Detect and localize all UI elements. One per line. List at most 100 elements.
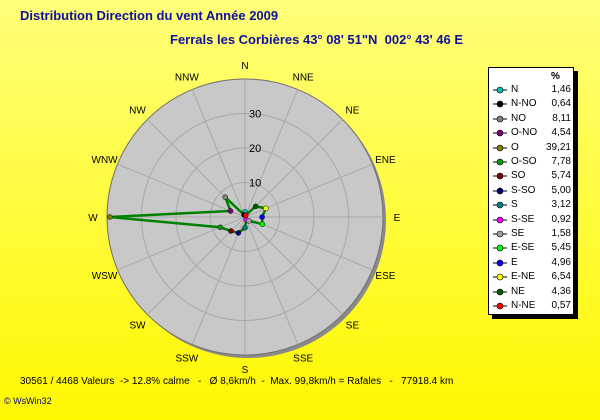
- credit-label: © WsWin32: [4, 396, 52, 406]
- point-s-so: [235, 230, 242, 236]
- legend-item-so: SO 5,74: [493, 170, 571, 183]
- dir-label-e: E: [394, 213, 401, 224]
- point-e: [259, 214, 265, 220]
- ring-20: [175, 147, 315, 287]
- legend-label: O-NO: [511, 127, 538, 139]
- legend-item-n: N 1,46: [493, 84, 571, 97]
- legend-marker: [493, 242, 507, 254]
- dir-label-sw: SW: [129, 320, 146, 331]
- dir-label-ese: ESE: [375, 271, 395, 282]
- point-so: [228, 228, 234, 234]
- legend-value: 4,36: [551, 285, 571, 297]
- legend-value: 0,57: [551, 300, 571, 311]
- legend-value: 7,78: [551, 156, 571, 167]
- legend-marker: [493, 271, 507, 283]
- legend-item-s-se: S-SE 0,92: [493, 214, 571, 227]
- point-e-se: [259, 221, 266, 227]
- legend-item-e-ne: E-NE 6,54: [493, 271, 571, 284]
- legend-marker: [493, 84, 507, 96]
- dir-label-ene: ENE: [375, 155, 396, 166]
- legend-marker: [493, 98, 507, 110]
- legend-label: O: [511, 141, 519, 153]
- dir-label-nne: NNE: [293, 73, 314, 84]
- point-s: [242, 225, 248, 231]
- point-o-no: [227, 208, 234, 214]
- dir-label-wsw: WSW: [92, 271, 118, 282]
- legend: % N 1,46 N-NO 0,64 NO 8,11 O-NO 4,54 O 39,21 O-SO 7…: [488, 67, 574, 315]
- legend-item-se: SE 1,58: [493, 228, 571, 241]
- dir-label-ssw: SSW: [175, 353, 198, 364]
- ring-label-30: 30: [249, 109, 261, 121]
- legend-label: E-NE: [511, 271, 535, 283]
- chart-subtitle: Ferrals les Corbières 43° 08' 51"N 002° …: [170, 32, 464, 47]
- point-ne: [252, 203, 259, 210]
- point-o-so: [217, 224, 223, 231]
- legend-marker: [493, 127, 507, 139]
- legend-label: S-SO: [511, 184, 536, 196]
- legend-value: 39,21: [545, 141, 571, 153]
- legend-value: 4,96: [551, 256, 571, 268]
- point-n-ne: [243, 212, 249, 218]
- dir-label-n: N: [241, 61, 248, 72]
- legend-value: 6,54: [551, 271, 571, 283]
- legend-marker: [493, 142, 507, 154]
- legend-value: 3,12: [551, 199, 571, 211]
- legend-marker: [493, 257, 507, 269]
- ring-label-10: 10: [249, 178, 261, 190]
- point-e-ne: [263, 205, 269, 212]
- legend-item-e: E 4,96: [493, 257, 571, 270]
- legend-value: 0,64: [551, 98, 571, 110]
- legend-item-o: O 39,21: [493, 142, 571, 155]
- legend-marker: [493, 214, 507, 226]
- footer-stats: 30561 / 4468 Valeurs -> 12.8% calme - Ø …: [20, 376, 454, 387]
- dir-label-ne: NE: [346, 106, 360, 117]
- dir-label-nnw: NNW: [175, 73, 199, 84]
- legend-value: 1,46: [551, 84, 571, 95]
- legend-marker: [493, 185, 507, 197]
- legend-item-o-so: O-SO 7,78: [493, 156, 571, 169]
- legend-label: N-NE: [511, 300, 536, 311]
- legend-value: 5,00: [551, 184, 571, 196]
- ring-30: [141, 113, 349, 321]
- legend-label: S: [511, 199, 518, 211]
- legend-item-n-no: N-NO 0,64: [493, 98, 571, 111]
- legend-label: E-SE: [511, 242, 535, 254]
- legend-marker: [493, 113, 507, 125]
- chart-title: Distribution Direction du vent Année 200…: [20, 8, 279, 23]
- ring-label-20: 20: [249, 143, 261, 155]
- dir-label-sse: SSE: [293, 353, 313, 364]
- legend-item-no: NO 8,11: [493, 113, 571, 126]
- point-se: [246, 218, 252, 224]
- legend-label: S-SE: [511, 213, 535, 225]
- point-no: [222, 194, 228, 200]
- legend-label: SO: [511, 170, 526, 182]
- dir-label-wnw: WNW: [92, 155, 119, 166]
- legend-item-n-ne: N-NE 0,57: [493, 300, 571, 313]
- legend-item-s-so: S-SO 5,00: [493, 185, 571, 198]
- legend-label: N-NO: [511, 98, 537, 110]
- legend-marker: [493, 199, 507, 211]
- legend-label: SE: [511, 228, 525, 239]
- dir-label-w: W: [88, 213, 98, 224]
- legend-header: %: [551, 71, 560, 82]
- legend-item-ne: NE 4,36: [493, 286, 571, 299]
- legend-value: 5,45: [551, 242, 571, 254]
- dir-label-se: SE: [346, 320, 360, 331]
- dir-label-s: S: [242, 365, 249, 376]
- legend-value: 1,58: [551, 228, 571, 239]
- legend-marker: [493, 300, 507, 312]
- legend-value: 0,92: [551, 213, 571, 225]
- legend-item-e-se: E-SE 5,45: [493, 242, 571, 255]
- point-o: [106, 214, 113, 220]
- legend-marker: [493, 286, 507, 298]
- legend-marker: [493, 170, 507, 182]
- legend-label: NE: [511, 285, 525, 297]
- legend-label: O-SO: [511, 156, 537, 167]
- legend-marker: [493, 156, 507, 168]
- legend-value: 8,11: [552, 112, 571, 124]
- legend-label: NO: [511, 112, 526, 124]
- dir-label-nw: NW: [129, 106, 146, 117]
- legend-label: N: [511, 84, 519, 95]
- legend-label: E: [511, 256, 518, 268]
- legend-item-s: S 3,12: [493, 199, 571, 212]
